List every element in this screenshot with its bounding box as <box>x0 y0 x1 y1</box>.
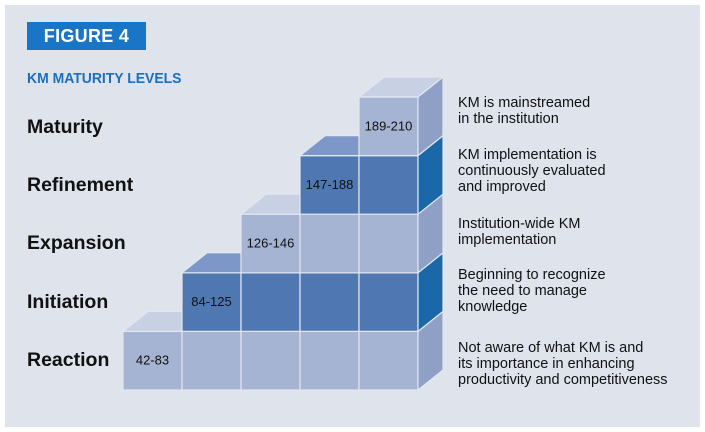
block-side-maturity <box>417 76 444 157</box>
description-line: KM implementation is <box>458 147 597 163</box>
block-front-reaction <box>240 330 301 391</box>
level-description-initiation: Beginning to recognize the need to manag… <box>458 267 606 315</box>
score-range-reaction: 42-83 <box>136 353 169 368</box>
level-description-refinement: KM implementation is continuously evalua… <box>458 147 606 195</box>
score-range-expansion: 126-146 <box>247 236 295 251</box>
level-description-maturity: KM is mainstreamed in the institution <box>458 95 590 127</box>
level-description-expansion: Institution-wide KM implementation <box>458 216 581 248</box>
level-label-reaction: Reaction <box>27 349 110 371</box>
level-label-refinement: Refinement <box>27 174 134 196</box>
description-line: productivity and competitiveness <box>458 372 668 388</box>
figure-subtitle: KM MATURITY LEVELS <box>27 70 182 87</box>
block-front-reaction <box>181 330 242 391</box>
level-description-reaction: Not aware of what KM is and its importan… <box>458 340 668 388</box>
block-front-reaction <box>358 330 419 391</box>
description-line: and improved <box>458 179 546 195</box>
description-line: KM is mainstreamed <box>458 95 591 111</box>
block-front-expansion <box>299 213 360 274</box>
description-line: its importance in enhancing <box>458 356 635 372</box>
description-line: Institution-wide KM <box>458 216 581 232</box>
level-label-initiation: Initiation <box>27 291 109 313</box>
description-line: Not aware of what KM is and <box>458 340 644 356</box>
score-range-initiation: 84-125 <box>191 294 231 309</box>
description-line: continuously evaluated <box>458 163 606 179</box>
block-front-reaction <box>299 330 360 391</box>
block-front-expansion <box>358 213 419 274</box>
figure-number-badge: FIGURE 4 <box>27 22 146 50</box>
block-front-initiation <box>358 272 419 332</box>
description-line: implementation <box>458 232 557 248</box>
block-front-initiation <box>299 272 360 332</box>
block-front-initiation <box>240 272 301 332</box>
description-line: the need to manage <box>458 283 587 299</box>
description-line: Beginning to recognize <box>458 267 606 283</box>
description-line: knowledge <box>458 299 528 315</box>
score-range-refinement: 147-188 <box>306 177 354 192</box>
level-label-maturity: Maturity <box>27 116 103 138</box>
description-line: in the institution <box>458 111 559 127</box>
score-range-maturity: 189-210 <box>365 118 413 133</box>
block-front-refinement <box>358 155 419 215</box>
level-label-expansion: Expansion <box>27 232 126 254</box>
